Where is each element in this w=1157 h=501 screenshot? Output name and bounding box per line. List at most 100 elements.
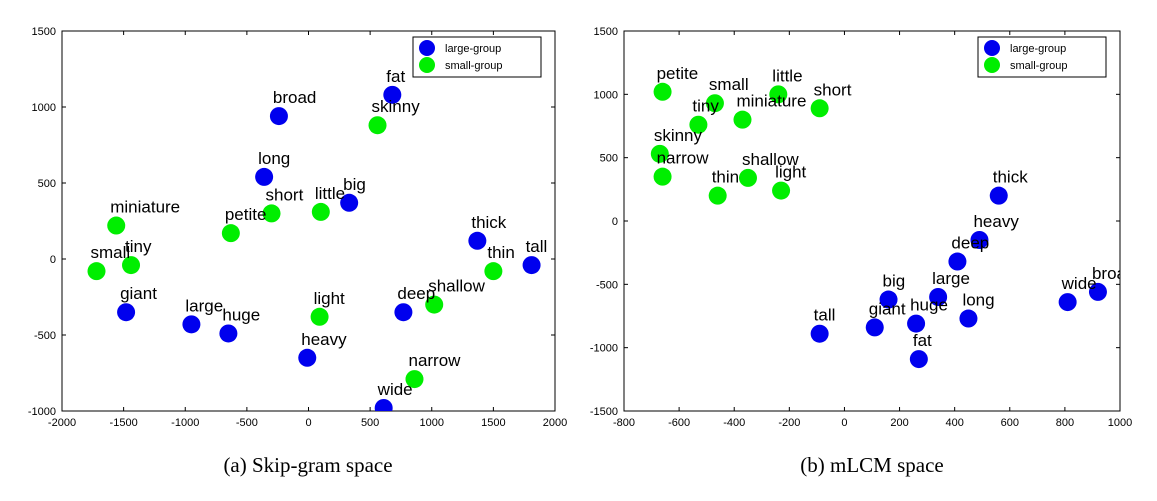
- point-small: [705, 94, 724, 113]
- point-label-broad: broad: [1092, 264, 1135, 283]
- point-fat: [383, 85, 402, 104]
- point-little: [311, 202, 330, 221]
- x-tick-label: 400: [945, 417, 963, 429]
- x-tick-label: 1500: [481, 417, 505, 429]
- point-label-long: long: [258, 149, 290, 168]
- x-tick-label: -800: [613, 417, 635, 429]
- point-small: [87, 262, 106, 281]
- y-tick-label: 0: [50, 254, 56, 266]
- point-short: [810, 99, 829, 118]
- point-label-heavy: heavy: [301, 330, 347, 349]
- x-tick-label: 600: [1001, 417, 1019, 429]
- point-tall: [522, 256, 541, 275]
- point-label-large: large: [185, 296, 223, 315]
- x-tick-label: 200: [890, 417, 908, 429]
- point-deep: [948, 252, 967, 271]
- point-label-large: large: [932, 269, 970, 288]
- legend-label: large-group: [1010, 43, 1066, 55]
- point-label-little: little: [772, 66, 802, 85]
- x-tick-label: -2000: [48, 417, 76, 429]
- point-broad: [1088, 282, 1107, 301]
- point-label-light: light: [314, 289, 345, 308]
- legend-marker: [419, 40, 435, 56]
- x-tick-label: -1500: [110, 417, 138, 429]
- legend-marker: [419, 57, 435, 73]
- legend-marker: [984, 57, 1000, 73]
- point-giant: [865, 318, 884, 337]
- point-narrow: [405, 370, 424, 389]
- x-tick-label: 500: [361, 417, 379, 429]
- point-wide: [374, 398, 393, 411]
- point-label-skinny: skinny: [654, 126, 703, 145]
- x-tick-label: -600: [668, 417, 690, 429]
- point-long: [255, 167, 274, 186]
- point-thick: [989, 186, 1008, 205]
- point-label-wide: wide: [377, 380, 413, 399]
- point-label-wide: wide: [1061, 274, 1097, 293]
- mlcm-plot-frame: [623, 30, 1121, 412]
- y-tick-label: 1000: [32, 102, 56, 114]
- point-label-tall: tall: [814, 306, 836, 325]
- y-tick-label: 500: [38, 178, 56, 190]
- point-label-giant: giant: [869, 299, 906, 318]
- x-tick-label: -400: [723, 417, 745, 429]
- point-skinny: [368, 116, 387, 135]
- point-label-light: light: [775, 163, 806, 182]
- point-shallow: [739, 168, 757, 187]
- point-label-short: short: [266, 185, 304, 204]
- point-label-deep: deep: [951, 234, 989, 253]
- point-label-broad: broad: [273, 88, 316, 107]
- point-giant: [117, 303, 136, 322]
- point-deep: [394, 303, 413, 322]
- y-tick-label: 1000: [594, 89, 618, 101]
- point-wide: [1058, 293, 1077, 312]
- point-petite: [653, 82, 672, 101]
- point-long: [959, 309, 978, 328]
- legend-label: large-group: [445, 43, 501, 55]
- x-tick-label: 800: [1056, 417, 1074, 429]
- mlcm-chart: (b) mLCM space -800 -600 -400 -200 0 200 400 60…: [590, 26, 1135, 477]
- point-label-huge: huge: [222, 305, 260, 324]
- point-label-thick: thick: [993, 168, 1028, 187]
- point-label-shallow: shallow: [428, 277, 485, 296]
- point-tiny: [122, 256, 141, 275]
- point-thin: [484, 262, 503, 281]
- x-tick-label: 1000: [1108, 417, 1132, 429]
- point-little: [769, 85, 788, 104]
- skipgram-legend: large-group small-group: [412, 36, 542, 78]
- point-label-huge: huge: [910, 296, 948, 315]
- point-miniature: [733, 110, 752, 129]
- point-shallow: [425, 295, 444, 314]
- x-tick-label: -200: [778, 417, 800, 429]
- point-thick: [468, 231, 487, 250]
- x-tick-label: 1000: [420, 417, 444, 429]
- y-tick-label: -1000: [590, 343, 618, 355]
- legend-marker: [984, 40, 1000, 56]
- point-label-small: small: [91, 243, 131, 262]
- y-tick-label: 0: [612, 216, 618, 228]
- point-label-fat: fat: [913, 331, 932, 350]
- point-petite: [221, 224, 240, 243]
- point-label-heavy: heavy: [973, 212, 1019, 231]
- point-heavy: [970, 231, 989, 249]
- x-tick-label: -1000: [171, 417, 199, 429]
- point-label-tiny: tiny: [692, 97, 719, 116]
- point-label-small: small: [709, 75, 749, 94]
- point-miniature: [107, 216, 126, 235]
- point-heavy: [298, 348, 317, 367]
- point-label-narrow: narrow: [657, 149, 710, 168]
- skipgram-points: fat broad long big thick tall giant large huge de…: [87, 67, 548, 411]
- point-label-giant: giant: [120, 284, 157, 303]
- skipgram-chart: (a) Skip-gram space -2000 -1500 -1000 -500 0…: [28, 26, 567, 477]
- legend-box: [977, 36, 1107, 78]
- point-short: [262, 204, 281, 223]
- point-label-tall: tall: [526, 237, 548, 256]
- y-tick-label: 1500: [594, 26, 618, 38]
- point-big: [879, 290, 898, 309]
- legend-box: [412, 36, 542, 78]
- point-large: [929, 288, 948, 306]
- point-label-petite: petite: [657, 64, 699, 83]
- point-broad: [269, 107, 288, 126]
- y-tick-label: 500: [600, 153, 618, 165]
